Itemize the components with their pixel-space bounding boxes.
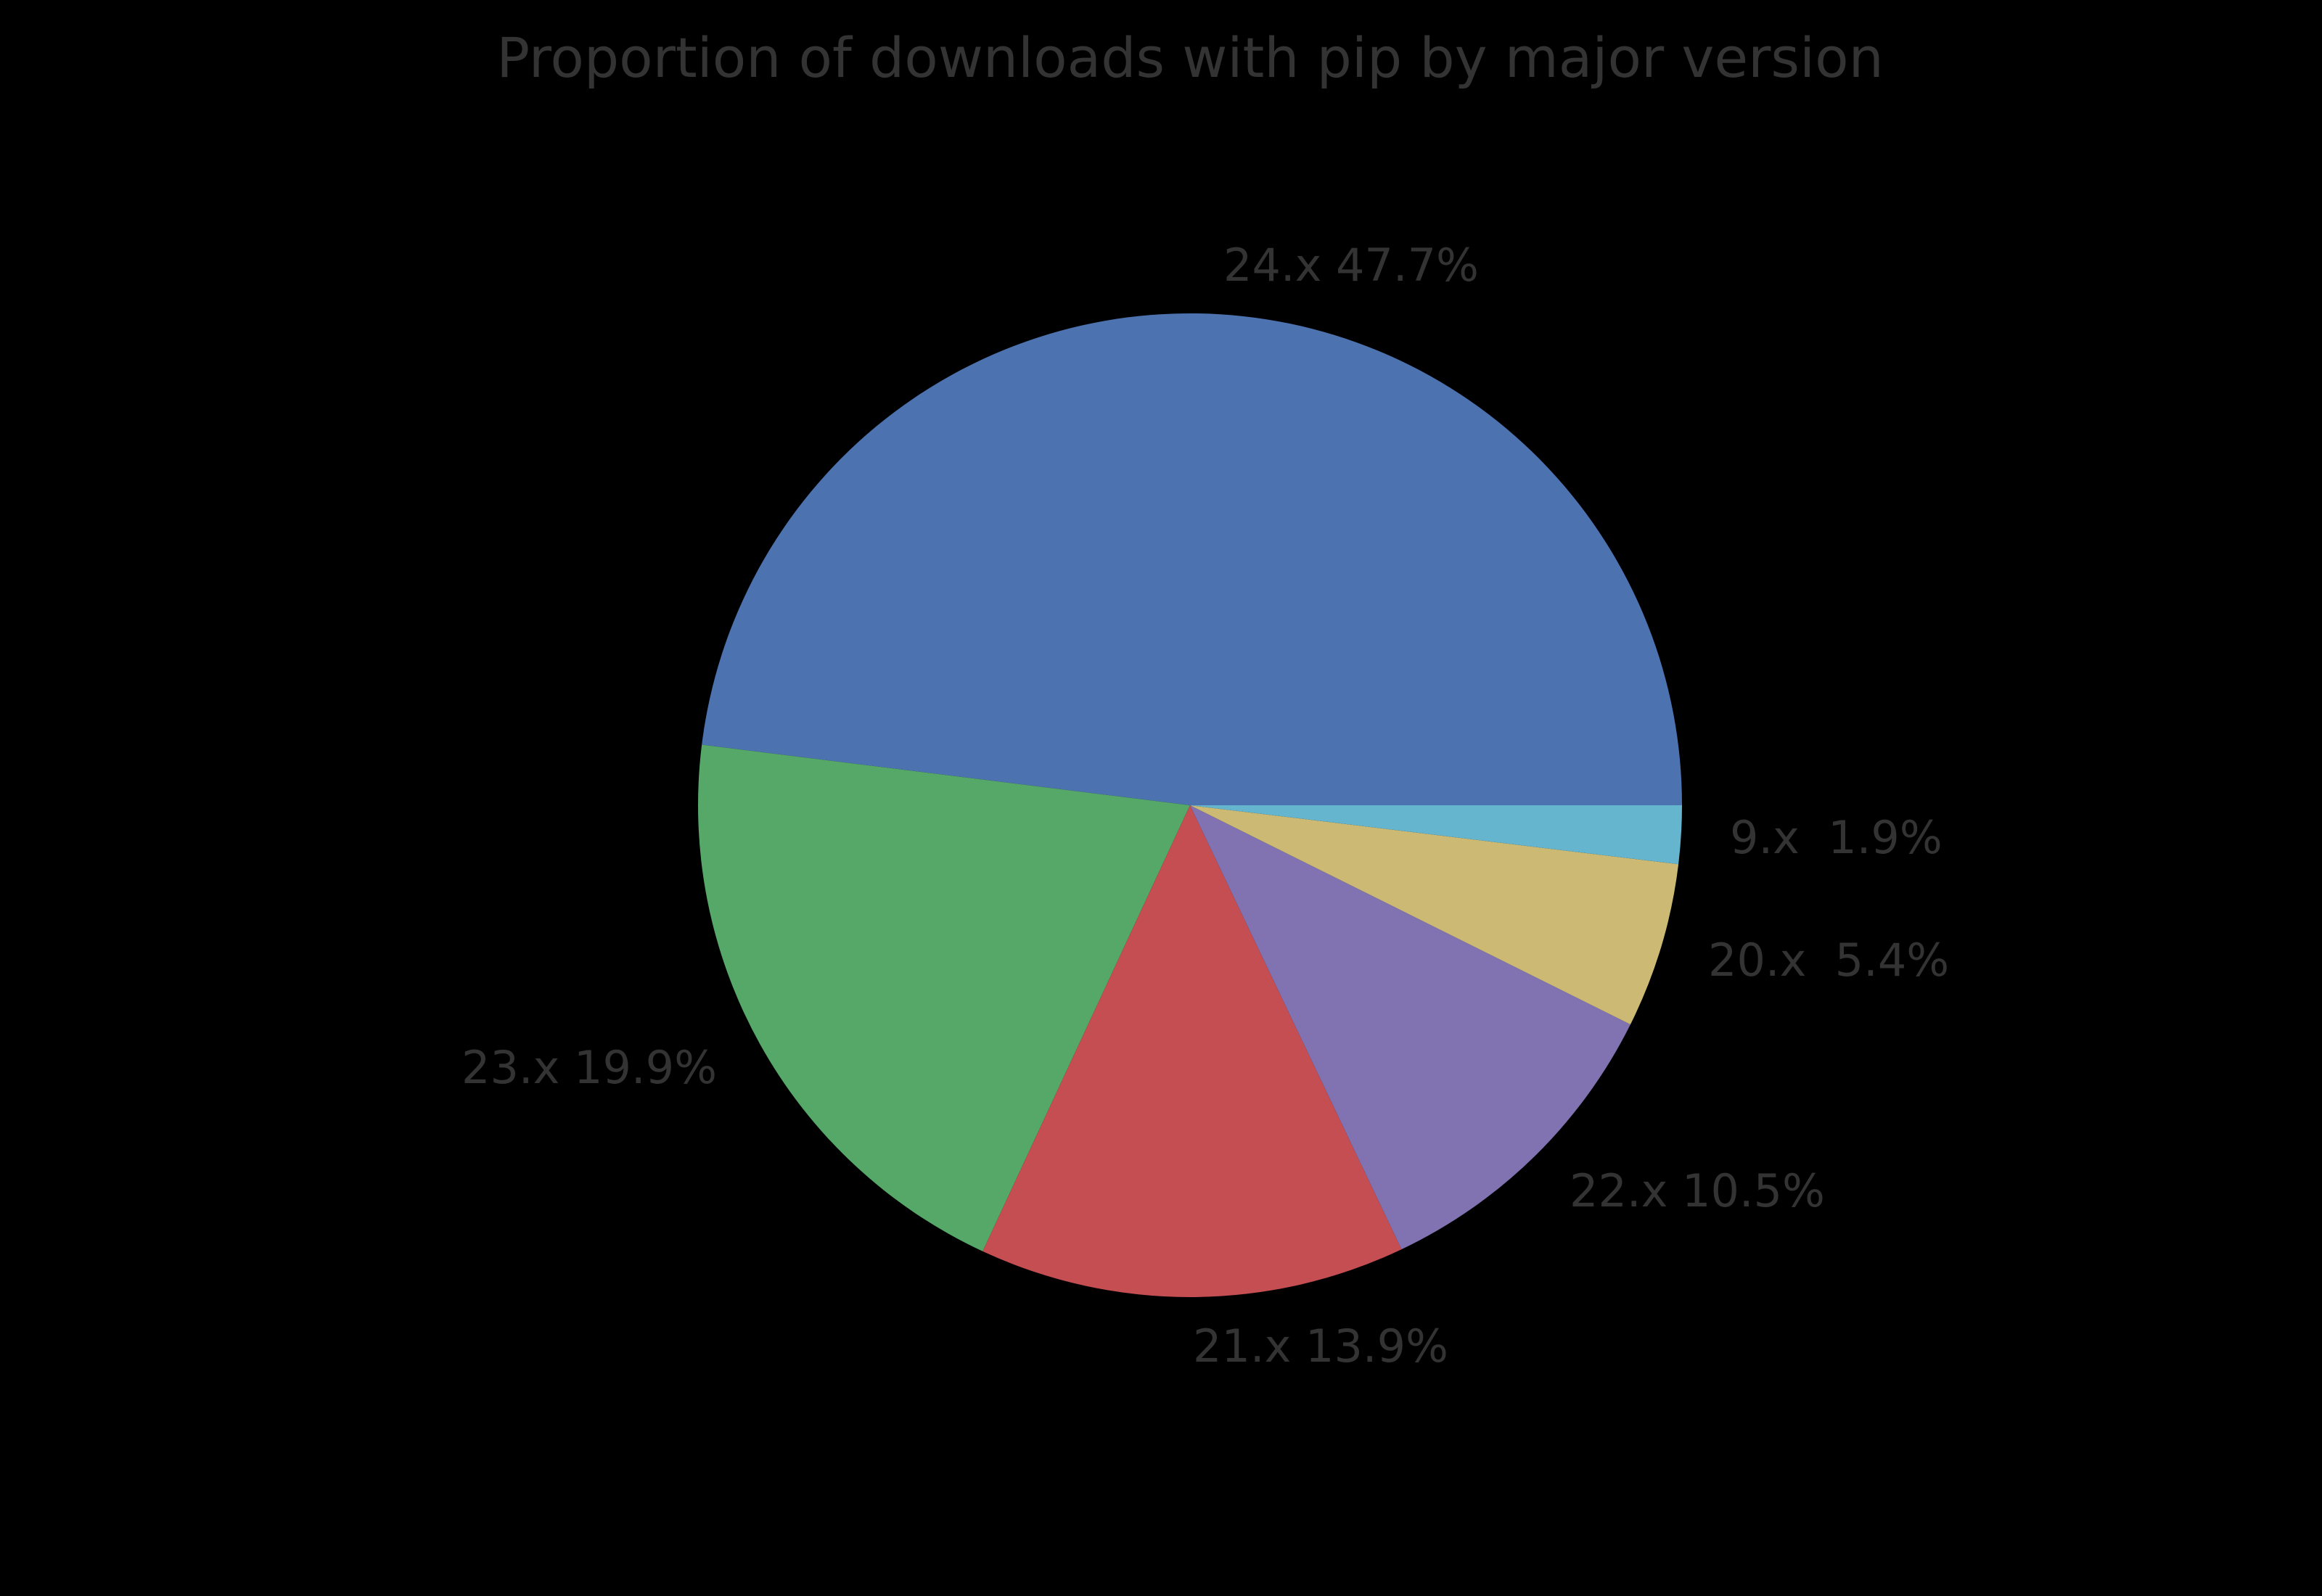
pie-slice-9x <box>1190 805 1682 865</box>
pie-slice-22x <box>1190 805 1630 1250</box>
slice-label-24x: 24.x 47.7% <box>1223 239 1479 292</box>
chart-title: Proportion of downloads with pip by majo… <box>496 25 1884 90</box>
slice-label-23x: 23.x 19.9% <box>461 1041 717 1094</box>
slice-label-21x: 21.x 13.9% <box>1193 1320 1448 1373</box>
slice-label-9x: 9.x 1.9% <box>1730 811 1942 864</box>
pie-slice-21x <box>982 805 1402 1297</box>
pie-slice-20x <box>1190 805 1679 1025</box>
slice-label-20x: 20.x 5.4% <box>1708 934 1950 987</box>
pie-slice-23x <box>697 744 1190 1251</box>
pie-slice-24x <box>702 313 1682 805</box>
slice-label-22x: 22.x 10.5% <box>1570 1164 1825 1217</box>
